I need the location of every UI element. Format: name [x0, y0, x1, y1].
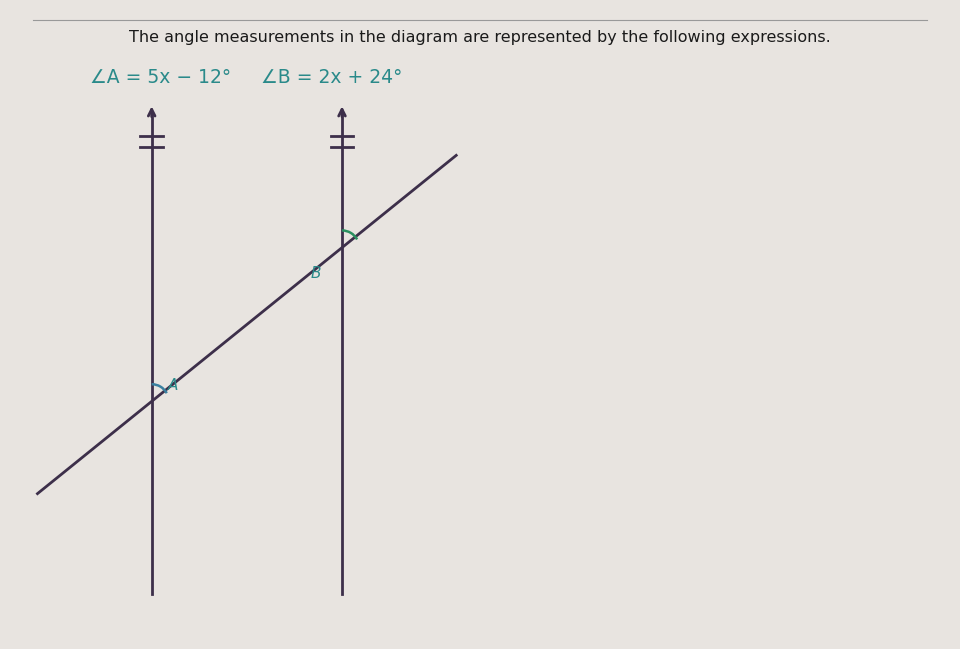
Text: B: B — [310, 265, 321, 281]
Text: The angle measurements in the diagram are represented by the following expressio: The angle measurements in the diagram ar… — [130, 30, 830, 45]
Text: A: A — [167, 378, 178, 393]
Text: ∠B = 2x + 24°: ∠B = 2x + 24° — [261, 68, 402, 88]
Text: ∠A = 5x − 12°: ∠A = 5x − 12° — [90, 68, 231, 88]
